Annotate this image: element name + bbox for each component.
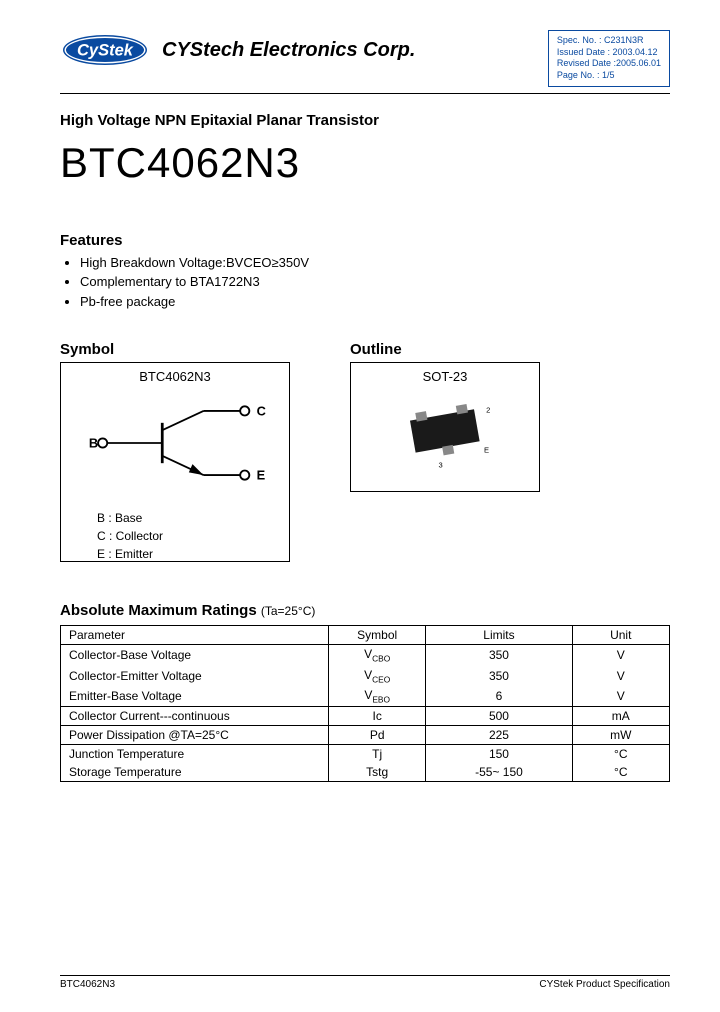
svg-text:B: B <box>89 436 98 451</box>
transistor-symbol-icon: B C E <box>67 388 285 498</box>
spec-no: Spec. No. : C231N3R <box>557 35 661 47</box>
symbol-legend: B : Base C : Collector E : Emitter <box>67 509 283 563</box>
symbol-panel: BTC4062N3 B C <box>60 362 290 562</box>
table-row: Emitter-Base VoltageVEBO6V <box>61 686 670 707</box>
svg-text:3: 3 <box>439 461 443 470</box>
cell-parameter: Collector-Emitter Voltage <box>61 666 329 686</box>
cell-limits: 6 <box>426 686 572 707</box>
cell-symbol: Ic <box>328 707 425 726</box>
cell-unit: °C <box>572 745 669 764</box>
cell-parameter: Emitter-Base Voltage <box>61 686 329 707</box>
part-number: BTC4062N3 <box>60 139 670 187</box>
cell-symbol: VCBO <box>328 645 425 666</box>
cell-limits: -55~ 150 <box>426 763 572 782</box>
cell-unit: mW <box>572 726 669 745</box>
footer-left: BTC4062N3 <box>60 979 115 990</box>
cell-symbol: Tj <box>328 745 425 764</box>
table-row: Junction TemperatureTj150°C <box>61 745 670 764</box>
cell-limits: 500 <box>426 707 572 726</box>
features-title: Features <box>60 232 670 249</box>
outline-column: Outline SOT-23 2 E 3 <box>350 341 540 562</box>
col-parameter: Parameter <box>61 626 329 645</box>
svg-text:E: E <box>484 446 489 455</box>
outline-panel: SOT-23 2 E 3 <box>350 362 540 492</box>
footer-right: CYStek Product Specification <box>539 979 670 990</box>
cell-parameter: Storage Temperature <box>61 763 329 782</box>
table-row: Collector Current---continuousIc500mA <box>61 707 670 726</box>
spec-box: Spec. No. : C231N3R Issued Date : 2003.0… <box>548 30 670 87</box>
logo-title: CyStek CYStech Electronics Corp. <box>60 30 415 70</box>
cell-unit: V <box>572 645 669 666</box>
sot23-package-icon: 2 E 3 <box>380 388 510 476</box>
cell-unit: V <box>572 666 669 686</box>
cell-limits: 350 <box>426 645 572 666</box>
svg-text:CyStek: CyStek <box>77 41 134 59</box>
cell-unit: °C <box>572 763 669 782</box>
feature-item: High Breakdown Voltage:BVCEO≥350V <box>80 253 670 273</box>
col-symbol: Symbol <box>328 626 425 645</box>
svg-text:C: C <box>257 404 266 419</box>
table-header-row: Parameter Symbol Limits Unit <box>61 626 670 645</box>
cell-symbol: VEBO <box>328 686 425 707</box>
cell-parameter: Collector-Base Voltage <box>61 645 329 666</box>
revised-date: Revised Date :2005.06.01 <box>557 58 661 70</box>
cell-unit: mA <box>572 707 669 726</box>
table-row: Collector-Emitter VoltageVCEO350V <box>61 666 670 686</box>
feature-item: Complementary to BTA1722N3 <box>80 272 670 292</box>
feature-item: Pb-free package <box>80 292 670 312</box>
header-rule <box>60 93 670 94</box>
cell-parameter: Power Dissipation @TA=25°C <box>61 726 329 745</box>
ratings-title-text: Absolute Maximum Ratings <box>60 602 257 619</box>
svg-text:E: E <box>257 468 266 483</box>
datasheet-page: CyStek CYStech Electronics Corp. Spec. N… <box>0 0 720 1012</box>
table-row: Collector-Base VoltageVCBO350V <box>61 645 670 666</box>
features-list: High Breakdown Voltage:BVCEO≥350V Comple… <box>68 253 670 312</box>
table-row: Storage TemperatureTstg-55~ 150°C <box>61 763 670 782</box>
legend-item: E : Emitter <box>97 545 283 563</box>
symbol-column: Symbol BTC4062N3 B C <box>60 341 290 562</box>
ratings-table: Parameter Symbol Limits Unit Collector-B… <box>60 625 670 782</box>
header: CyStek CYStech Electronics Corp. Spec. N… <box>60 30 670 87</box>
cell-unit: V <box>572 686 669 707</box>
features-section: Features High Breakdown Voltage:BVCEO≥35… <box>60 232 670 312</box>
cell-symbol: VCEO <box>328 666 425 686</box>
issued-date: Issued Date : 2003.04.12 <box>557 47 661 59</box>
legend-item: C : Collector <box>97 527 283 545</box>
ratings-condition: (Ta=25°C) <box>261 604 316 618</box>
svg-text:2: 2 <box>486 406 490 415</box>
col-unit: Unit <box>572 626 669 645</box>
company-name: CYStech Electronics Corp. <box>162 39 415 62</box>
cell-limits: 225 <box>426 726 572 745</box>
legend-item: B : Base <box>97 509 283 527</box>
page-no: Page No. : 1/5 <box>557 70 661 82</box>
table-row: Power Dissipation @TA=25°CPd225mW <box>61 726 670 745</box>
company-logo: CyStek <box>60 30 150 70</box>
subtitle: High Voltage NPN Epitaxial Planar Transi… <box>60 112 670 129</box>
cell-limits: 150 <box>426 745 572 764</box>
cell-symbol: Tstg <box>328 763 425 782</box>
cell-symbol: Pd <box>328 726 425 745</box>
footer: BTC4062N3 CYStek Product Specification <box>60 975 670 990</box>
symbol-title: Symbol <box>60 341 290 358</box>
cell-limits: 350 <box>426 666 572 686</box>
symbol-outline-row: Symbol BTC4062N3 B C <box>60 341 670 562</box>
col-limits: Limits <box>426 626 572 645</box>
cell-parameter: Collector Current---continuous <box>61 707 329 726</box>
outline-title: Outline <box>350 341 540 358</box>
cell-parameter: Junction Temperature <box>61 745 329 764</box>
symbol-label: BTC4062N3 <box>67 369 283 384</box>
package-name: SOT-23 <box>423 369 468 384</box>
ratings-title: Absolute Maximum Ratings (Ta=25°C) <box>60 602 670 619</box>
